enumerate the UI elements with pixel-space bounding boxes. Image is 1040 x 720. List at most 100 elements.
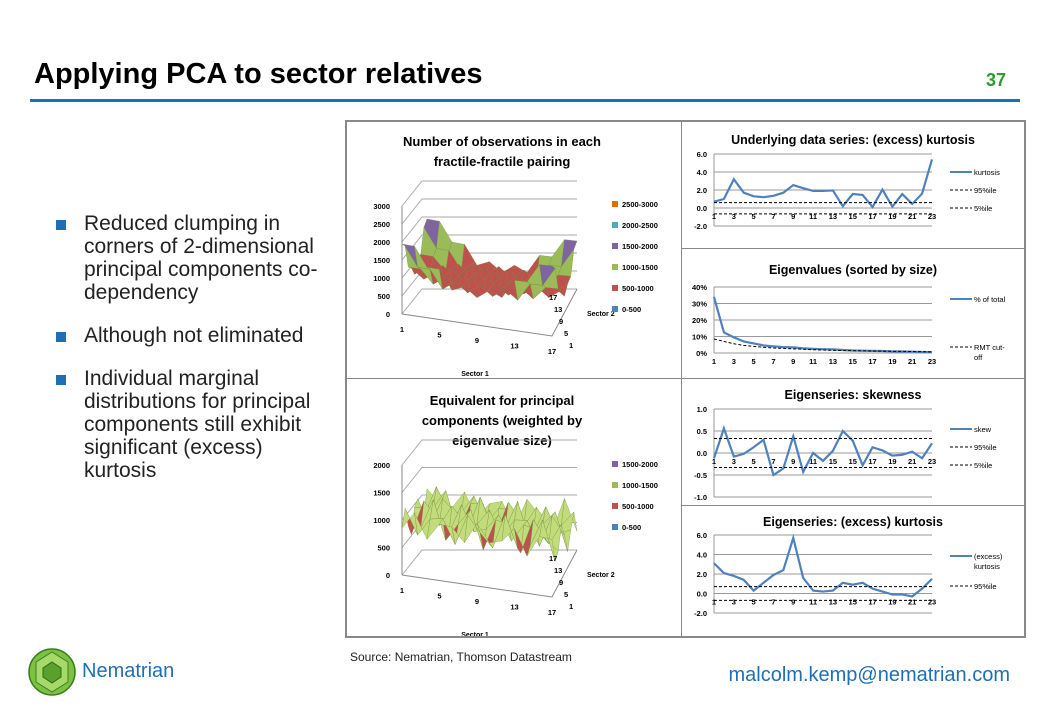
x-tick-label: 17 — [868, 457, 876, 466]
x-tick-label: 11 — [809, 457, 817, 466]
y-tick-label: 10% — [692, 333, 707, 342]
legend-swatch — [612, 285, 618, 291]
y-tick-label: 4.0 — [697, 168, 707, 177]
title-divider — [30, 99, 1020, 102]
contact-email[interactable]: malcolm.kemp@nematrian.com — [728, 664, 1011, 686]
x-tick-label: 5 — [752, 457, 756, 466]
legend-label: (excess) — [974, 552, 1003, 561]
bullet-text: Individual marginal distributions for pr… — [84, 367, 311, 482]
x-tick-label: 9 — [475, 336, 479, 345]
slide-title: Applying PCA to sector relatives — [34, 58, 483, 90]
chart-title: Number of observations in each — [403, 134, 601, 149]
chart-title: fractile-fractile pairing — [434, 154, 571, 169]
x-tick-label: 19 — [888, 598, 896, 607]
z-tick-label: 3000 — [373, 202, 390, 211]
x-tick-label: 1 — [712, 598, 716, 607]
y-tick-label: 1 — [569, 341, 573, 350]
z-tick-label: 2000 — [373, 238, 390, 247]
x-tick-label: 17 — [868, 598, 876, 607]
x-tick-label: 11 — [809, 357, 817, 366]
x-tick-label: 17 — [548, 608, 556, 617]
legend-label: 1000-1500 — [622, 263, 658, 272]
y-tick-label: -2.0 — [694, 222, 707, 231]
gridline — [401, 216, 577, 243]
series-line — [712, 424, 933, 477]
y-tick-label: 9 — [559, 317, 563, 326]
y-tick-label: 2.0 — [697, 570, 707, 579]
bullet-square-icon — [56, 220, 66, 230]
legend-label: % of total — [974, 295, 1006, 304]
y-tick-label: 0.0 — [697, 449, 707, 458]
surface-facet — [539, 264, 556, 286]
z-tick-label: 1000 — [373, 516, 390, 525]
y-tick-label: 2.0 — [697, 186, 707, 195]
x-tick-label: 3 — [732, 457, 736, 466]
x-tick-label: 5 — [752, 212, 756, 221]
y-tick-label: -1.0 — [694, 493, 707, 502]
y-tick-label: -2.0 — [694, 609, 707, 618]
x-tick-label: 13 — [510, 342, 518, 351]
legend-label: 1000-1500 — [622, 481, 658, 490]
legend-label: RMT cut- — [974, 343, 1005, 352]
y-tick-label: -0.5 — [694, 471, 707, 480]
chart-title: Eigenseries: skewness — [785, 388, 922, 402]
x-tick-label: 19 — [888, 212, 896, 221]
z-tick-label: 1500 — [373, 256, 390, 265]
bullet-text: Reduced clumping in corners of 2-dimensi… — [84, 212, 318, 304]
x-tick-label: 9 — [791, 212, 795, 221]
y-tick-label: 1 — [569, 602, 573, 611]
floor-edge — [401, 549, 578, 598]
floor-edge — [401, 288, 578, 337]
x-tick-label: 1 — [400, 586, 404, 595]
y-axis-title: Sector 2 — [587, 572, 615, 579]
legend-label: 500-1000 — [622, 502, 654, 511]
x-axis-title: Sector 1 — [461, 632, 489, 636]
legend-swatch — [612, 524, 618, 530]
x-tick-label: 5 — [437, 592, 441, 601]
legend-label: 2500-3000 — [622, 200, 658, 209]
series-line — [713, 159, 934, 210]
x-tick-label: 23 — [928, 357, 936, 366]
x-tick-label: 13 — [829, 357, 837, 366]
surface-chart-observations: Number of observations in each fractile-f… — [346, 121, 682, 379]
x-tick-label: 9 — [475, 597, 479, 606]
y-tick-label: 5 — [564, 329, 568, 338]
x-tick-label: 3 — [732, 598, 736, 607]
x-tick-label: 7 — [771, 457, 775, 466]
x-tick-label: 3 — [732, 357, 736, 366]
x-tick-label: 11 — [809, 598, 817, 607]
z-tick-label: 500 — [377, 292, 390, 301]
y-tick-label: 17 — [549, 293, 557, 302]
chart-title: components (weighted by — [422, 413, 583, 428]
y-tick-label: 5 — [564, 590, 568, 599]
x-tick-label: 1 — [400, 325, 404, 334]
line-chart-skewness: Eigenseries: skewness -1.0 -0.5 0.0 0.5 1.0 1 3… — [681, 378, 1025, 506]
y-tick-label: 0% — [696, 349, 707, 358]
nematrian-logo-icon — [28, 648, 76, 696]
gridline — [401, 467, 577, 493]
x-tick-label: 17 — [868, 212, 876, 221]
legend-swatch — [612, 306, 618, 312]
x-tick-label: 23 — [928, 457, 936, 466]
chart-panel: Number of observations in each fractile-f… — [345, 120, 1026, 639]
legend-swatch — [612, 264, 618, 270]
bullet-list: Reduced clumping in corners of 2-dimensi… — [56, 212, 326, 502]
legend-label: off — [974, 353, 983, 362]
chart-title: Equivalent for principal — [430, 393, 574, 408]
gridline — [401, 198, 577, 225]
bullet-square-icon — [56, 375, 66, 385]
legend-swatch — [612, 461, 618, 467]
z-tick-label: 1500 — [373, 489, 390, 498]
x-tick-label: 15 — [849, 457, 857, 466]
x-tick-label: 15 — [849, 598, 857, 607]
bullet-item: Individual marginal distributions for pr… — [56, 367, 326, 482]
line-chart-kurtosis: Underlying data series: (excess) kurtosi… — [681, 121, 1025, 249]
x-tick-label: 3 — [732, 212, 736, 221]
surface-chart-principal-components: Equivalent for principal components (weig… — [346, 378, 682, 639]
x-tick-label: 15 — [829, 457, 837, 466]
x-tick-label: 21 — [908, 598, 916, 607]
x-tick-label: 13 — [829, 598, 837, 607]
chart-title: Eigenseries: (excess) kurtosis — [763, 515, 943, 529]
series-line-dashed — [713, 338, 933, 353]
y-tick-label: 13 — [554, 305, 562, 314]
